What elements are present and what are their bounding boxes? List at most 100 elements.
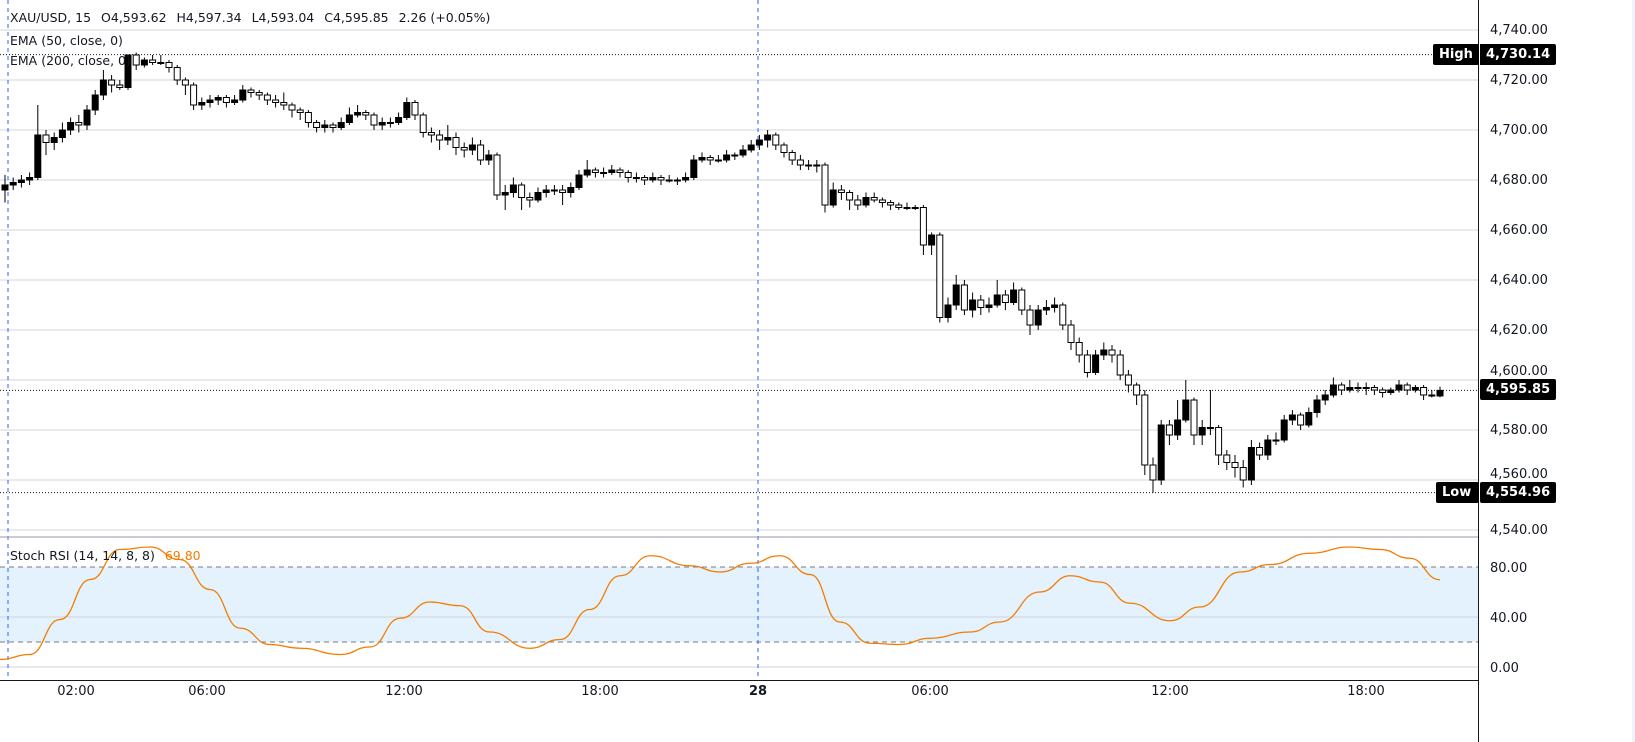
candle-body [313, 122, 321, 128]
candle [231, 95, 239, 105]
candle-body [583, 169, 591, 176]
candle [370, 112, 378, 130]
candle [632, 172, 640, 183]
candle-body [1313, 399, 1321, 413]
candle-body [1305, 412, 1313, 426]
candle [723, 150, 731, 163]
price-tick-label: 4,580.00 [1490, 423, 1548, 438]
candle [583, 160, 591, 178]
time-label: 06:00 [911, 684, 949, 699]
candle [1206, 390, 1214, 435]
candle-body [83, 109, 91, 126]
candle [509, 177, 517, 198]
candle [1411, 385, 1419, 393]
candle-body [1215, 427, 1223, 456]
candle [960, 280, 968, 315]
candle-body [649, 177, 657, 181]
candle-body [706, 157, 714, 161]
candle-body [67, 122, 75, 131]
candle-body [526, 197, 534, 201]
candle [1247, 440, 1255, 485]
candle [944, 297, 952, 323]
candle-body [255, 92, 263, 96]
time-label: 06:00 [188, 684, 226, 699]
candle [1395, 380, 1403, 393]
candle [1141, 390, 1149, 475]
candle-body [304, 112, 312, 123]
candle-body [1288, 414, 1296, 421]
candle-body [17, 179, 25, 183]
candle [452, 132, 460, 155]
candle-body [411, 102, 419, 116]
ema200-legend[interactable]: EMA (200, close, 0) [10, 53, 131, 68]
candle-body [1042, 307, 1050, 311]
candle-body [34, 134, 42, 178]
candle [764, 130, 772, 148]
candle [928, 232, 936, 255]
candle-body [1247, 447, 1255, 481]
stoch-tick-label: 40.00 [1490, 611, 1527, 626]
price-tick-label: 4,540.00 [1490, 523, 1548, 538]
candle [1354, 382, 1362, 393]
candle [567, 182, 575, 198]
candle-body [764, 134, 772, 141]
candle-body [485, 154, 493, 161]
candle-body [665, 179, 673, 182]
price-axis[interactable]: 4,740.00 4,720.00 4,700.00 4,680.00 4,660.00… [1490, 23, 1548, 538]
candle-body [542, 189, 550, 193]
candle [1092, 350, 1100, 375]
candle [837, 185, 845, 200]
ema50-legend[interactable]: EMA (50, close, 0) [10, 33, 123, 48]
candle-body [567, 187, 575, 193]
candle-body [1436, 389, 1444, 397]
candle [460, 142, 468, 158]
candle [42, 130, 50, 155]
candle [477, 140, 485, 165]
candle-body [993, 294, 1001, 306]
candle [173, 65, 181, 85]
candle [641, 175, 649, 185]
candle [99, 70, 107, 100]
candle-body [477, 144, 485, 161]
legend-change: 2.26 (+0.05%) [398, 10, 491, 25]
candle-body [124, 54, 132, 88]
candle [1305, 407, 1313, 428]
candle-body [1231, 462, 1239, 468]
candle [829, 182, 837, 208]
candle-body [1362, 387, 1370, 389]
candle-body [780, 144, 788, 153]
candle [936, 232, 944, 323]
candle-body [1034, 309, 1042, 326]
candle-body [911, 207, 919, 209]
candle-body [1182, 399, 1190, 421]
high-label: High [1433, 44, 1479, 65]
legend-open: O4,593.62 [101, 10, 167, 25]
candle-body [518, 184, 526, 198]
candle [280, 92, 288, 110]
stoch-legend[interactable]: Stoch RSI (14, 14, 8, 8) 69.80 [10, 548, 207, 563]
candle [731, 152, 739, 160]
candle-body [1370, 387, 1378, 391]
candle [600, 167, 608, 178]
candle [813, 160, 821, 173]
candle [870, 192, 878, 203]
candle [206, 95, 214, 108]
candle [255, 90, 263, 100]
candle-body [26, 177, 34, 181]
candle [895, 202, 903, 210]
candle [83, 105, 91, 130]
candle-body [165, 62, 173, 68]
candle-body [1338, 384, 1346, 391]
candle-body [887, 202, 895, 206]
candle [75, 115, 83, 133]
symbol-legend[interactable]: XAU/USD, 15 O4,593.62 H4,597.34 L4,593.0… [10, 10, 496, 25]
low-value: 4,554.96 [1480, 482, 1557, 503]
candle [993, 280, 1001, 308]
candle [1239, 460, 1247, 488]
candle [427, 127, 435, 143]
stoch-axis[interactable]: 80.00 40.00 0.00 [1490, 561, 1527, 676]
candle-body [1223, 454, 1231, 463]
candle-body [796, 159, 804, 166]
candle-body [436, 134, 444, 141]
